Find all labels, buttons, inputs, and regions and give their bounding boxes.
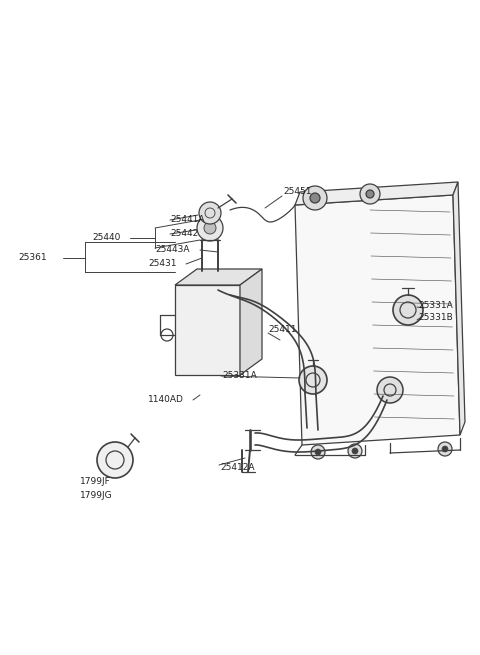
Text: 25442: 25442 <box>170 229 198 238</box>
Polygon shape <box>295 182 458 205</box>
Text: 1799JG: 1799JG <box>80 491 113 500</box>
Text: 25331B: 25331B <box>418 314 453 322</box>
Circle shape <box>438 442 452 456</box>
Text: 25331A: 25331A <box>222 371 257 379</box>
Polygon shape <box>453 182 465 435</box>
Text: 25440: 25440 <box>92 233 120 242</box>
Circle shape <box>299 366 327 394</box>
Circle shape <box>311 445 325 459</box>
Polygon shape <box>295 195 460 445</box>
Polygon shape <box>175 269 262 285</box>
Circle shape <box>204 222 216 234</box>
Polygon shape <box>175 285 240 375</box>
Circle shape <box>199 202 221 224</box>
Circle shape <box>377 377 403 403</box>
Circle shape <box>197 215 223 241</box>
Circle shape <box>366 190 374 198</box>
Text: 25411: 25411 <box>268 326 297 335</box>
Circle shape <box>310 193 320 203</box>
Text: 25331A: 25331A <box>418 301 453 310</box>
Polygon shape <box>240 269 262 375</box>
Circle shape <box>352 448 358 454</box>
Text: 1799JF: 1799JF <box>80 477 111 487</box>
Text: 25431: 25431 <box>148 259 177 269</box>
Circle shape <box>303 186 327 210</box>
Text: 25361: 25361 <box>18 253 47 263</box>
Circle shape <box>348 444 362 458</box>
Circle shape <box>97 442 133 478</box>
Circle shape <box>442 446 448 452</box>
Text: 1140AD: 1140AD <box>148 396 184 405</box>
Text: 25451: 25451 <box>283 187 312 196</box>
Circle shape <box>360 184 380 204</box>
Text: 25412A: 25412A <box>220 464 254 472</box>
Text: 25441A: 25441A <box>170 215 204 225</box>
Circle shape <box>393 295 423 325</box>
Text: 25443A: 25443A <box>155 246 190 255</box>
Circle shape <box>315 449 321 455</box>
